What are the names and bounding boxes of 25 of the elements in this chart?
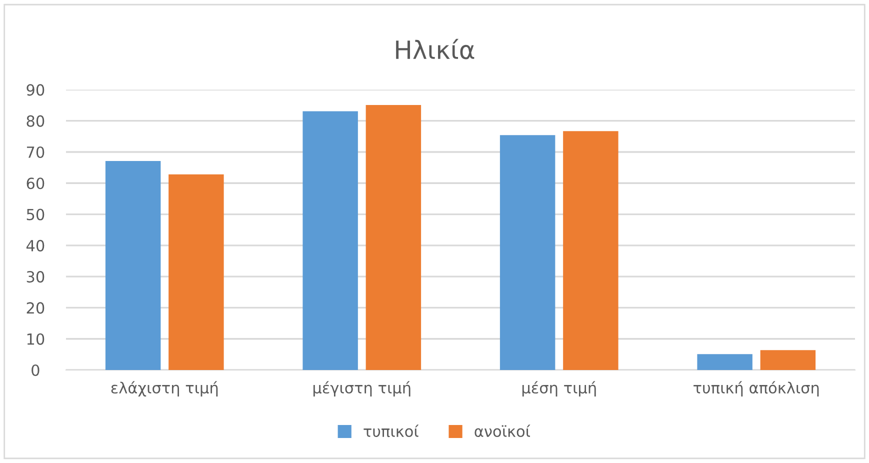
bar xyxy=(302,111,358,370)
bar xyxy=(563,131,618,370)
x-tick-label: μέγιστη τιμή xyxy=(313,381,410,397)
y-tick-label: 20 xyxy=(26,302,44,314)
y-tick-label: 50 xyxy=(26,208,44,220)
y-tick-label: 90 xyxy=(26,84,44,96)
bar xyxy=(168,174,224,370)
y-tick-label: 30 xyxy=(26,271,44,283)
x-tick-label: τυπική απόκλιση xyxy=(694,381,819,397)
bar xyxy=(697,354,752,370)
bar xyxy=(366,104,422,370)
bar xyxy=(500,135,556,370)
legend-label: ανοϊκοί xyxy=(474,424,530,438)
chart-title: Ηλικία xyxy=(396,38,474,60)
y-tick-label: 80 xyxy=(26,115,44,127)
x-tick-label: ελάχιστη τιμή xyxy=(111,381,218,397)
y-tick-label: 60 xyxy=(26,178,44,190)
y-tick-label: 70 xyxy=(26,146,44,158)
y-tick-label: 40 xyxy=(26,240,44,252)
bar xyxy=(760,350,816,370)
y-tick-label: 0 xyxy=(32,364,40,376)
y-tick-label: 10 xyxy=(27,333,44,345)
legend-label: τυπικοί xyxy=(364,424,419,438)
x-tick-label: μέση τιμή xyxy=(522,381,596,397)
bar xyxy=(105,161,161,370)
